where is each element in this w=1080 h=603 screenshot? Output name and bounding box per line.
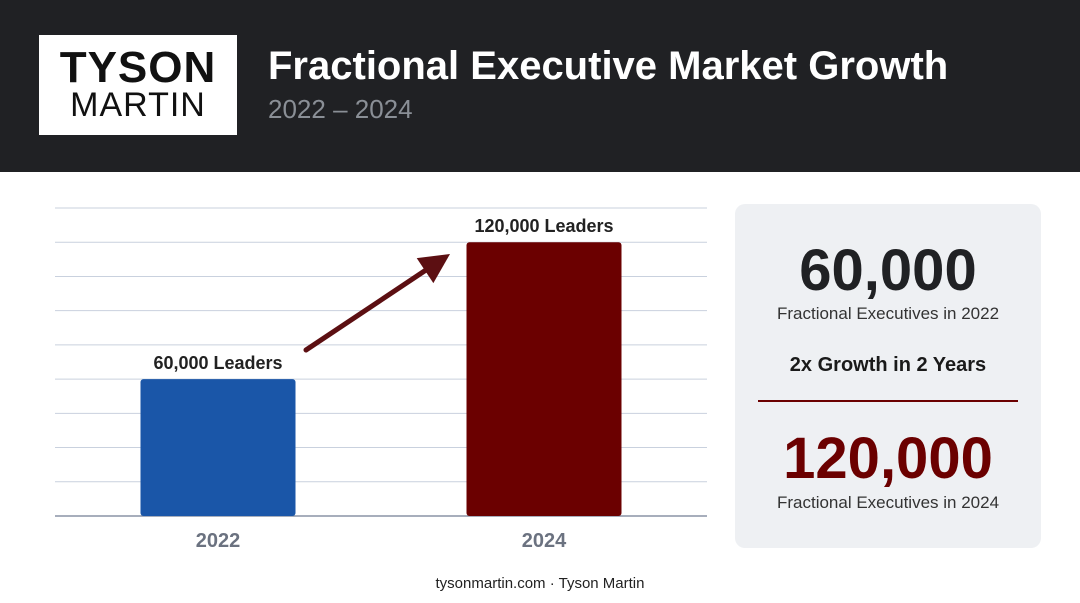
bar-chart: 60,000 Leaders 2022 120,000 Leaders 2024 <box>55 207 707 552</box>
page-title: Fractional Executive Market Growth <box>268 44 949 88</box>
stats-panel: 60,000 Fractional Executives in 2022 2x … <box>735 204 1041 548</box>
logo-line-1: TYSON <box>59 43 217 92</box>
arrow-shaft <box>303 268 428 353</box>
stat-2022-value: 60,000 <box>799 238 977 303</box>
bar-2022 <box>140 379 296 516</box>
brand-logo: TYSON MARTIN <box>39 35 237 135</box>
stat-2024-value: 120,000 <box>783 426 993 491</box>
header-bar: TYSON MARTIN Fractional Executive Market… <box>0 0 1080 172</box>
logo-line-2: MARTIN <box>70 86 206 124</box>
stat-2024-caption: Fractional Executives in 2024 <box>776 493 1000 512</box>
x-tick-label: 2024 <box>522 530 567 552</box>
x-tick-label: 2022 <box>196 530 241 552</box>
bar-2024 <box>466 242 622 516</box>
panel-divider <box>758 400 1018 402</box>
chart-bars <box>140 242 622 516</box>
page-subtitle: 2022 – 2024 <box>268 94 413 124</box>
chart-labels: 60,000 Leaders 2022 120,000 Leaders 2024 <box>153 216 613 552</box>
footer-credit: tysonmartin.com · Tyson Martin <box>435 575 645 592</box>
stat-2022-caption: Fractional Executives in 2022 <box>776 304 1000 323</box>
growth-text: 2x Growth in 2 Years <box>789 354 987 376</box>
growth-arrow <box>303 254 450 353</box>
arrow-head <box>416 254 450 284</box>
data-label: 120,000 Leaders <box>474 216 613 236</box>
data-label: 60,000 Leaders <box>153 353 282 373</box>
